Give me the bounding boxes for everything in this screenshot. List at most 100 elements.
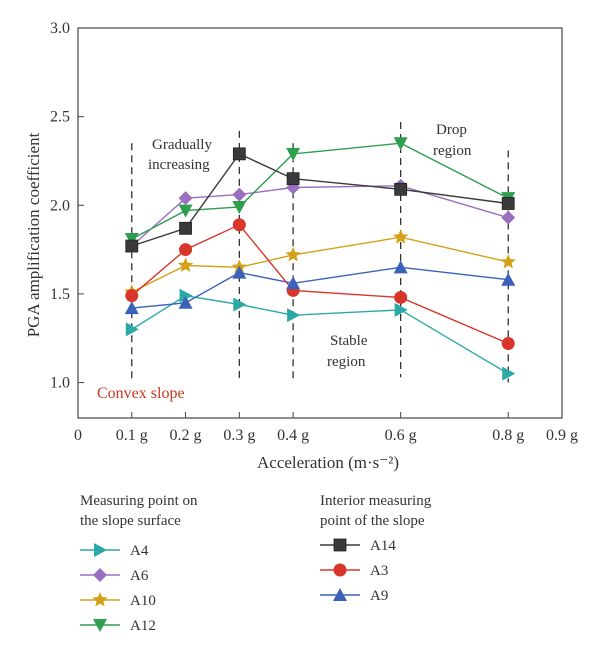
x-tick-label: 0.6 g <box>385 427 417 444</box>
data-point-a4 <box>502 366 516 381</box>
annotation-region-stable: region <box>327 354 366 370</box>
series-line-a12 <box>131 142 509 240</box>
data-point-a6 <box>232 187 247 202</box>
x-tick-label: 0.4 g <box>277 427 309 444</box>
data-point-a6 <box>501 210 516 225</box>
x-axis-title: Acceleration (m·s⁻²) <box>257 453 399 472</box>
x-tick-label: 0.9 g <box>546 427 578 444</box>
data-point-a9 <box>232 265 247 279</box>
legend-label: A6 <box>130 568 149 584</box>
data-point-a4 <box>394 302 408 317</box>
y-tick-label: 2.0 <box>50 197 70 214</box>
legend-marker <box>92 592 108 607</box>
data-point-a12 <box>232 201 247 215</box>
data-point-a3 <box>232 218 246 232</box>
legend-label: A3 <box>370 563 388 579</box>
series-line-a3 <box>131 223 509 345</box>
y-axis-title: PGA amplification coefficient <box>24 132 43 337</box>
data-point-a3 <box>501 337 515 351</box>
series-a3 <box>125 218 515 351</box>
series-a12 <box>124 137 516 246</box>
legend-item-a9: A9 <box>320 588 388 604</box>
data-point-a4 <box>287 308 301 323</box>
series-a14 <box>125 147 515 253</box>
legend-label: A10 <box>130 593 156 609</box>
data-point-a3 <box>179 243 193 257</box>
legend-label: A12 <box>130 618 156 634</box>
data-point-a10 <box>177 257 194 273</box>
legend-item-a3: A3 <box>320 563 388 579</box>
x-tick-label: 0.2 g <box>170 427 202 444</box>
legend-item-a12: A12 <box>80 618 156 634</box>
legend-marker <box>333 588 347 601</box>
y-tick-label: 1.5 <box>50 286 70 303</box>
data-point-a10 <box>285 246 301 262</box>
data-point-a14 <box>232 147 246 161</box>
annotation-increasing: increasing <box>148 157 210 173</box>
legend-label: A9 <box>370 588 388 604</box>
data-point-a14 <box>125 239 139 253</box>
data-point-a10 <box>500 254 516 269</box>
data-point-a3 <box>125 289 139 303</box>
series-a10 <box>124 229 516 299</box>
x-tick-label: 0.1 g <box>116 427 148 444</box>
data-point-a4 <box>233 297 247 312</box>
data-point-a9 <box>393 260 408 274</box>
legend-items: A4 A6 A10 A12 A14 A3 A9 <box>80 538 396 634</box>
y-tick-label: 1.0 <box>50 375 70 392</box>
data-point-a12 <box>393 137 408 151</box>
data-point-a10 <box>393 229 409 244</box>
annotation-stable: Stable <box>330 333 368 349</box>
series-line-a14 <box>131 153 509 247</box>
data-point-a9 <box>178 295 193 309</box>
data-point-a14 <box>394 182 408 196</box>
data-point-a4 <box>179 288 193 303</box>
panel-label: Convex slope <box>97 385 185 402</box>
data-point-a12 <box>124 232 139 246</box>
legend-title-interior-2: point of the slope <box>320 513 425 529</box>
y-tick-label: 3.0 <box>50 20 70 37</box>
series-line-a9 <box>131 266 509 309</box>
data-point-a4 <box>125 322 139 337</box>
data-point-a9 <box>124 301 139 315</box>
plot-border <box>77 27 563 419</box>
legend-item-a14: A14 <box>320 538 396 554</box>
data-point-a12 <box>178 204 193 218</box>
data-point-a9 <box>501 272 516 286</box>
y-tick-label: 2.5 <box>50 109 70 126</box>
legend-item-a10: A10 <box>80 592 156 609</box>
data-point-a12 <box>286 147 301 161</box>
series-layer <box>124 137 516 381</box>
legend-item-a4: A4 <box>80 543 149 559</box>
legend-marker <box>93 568 107 582</box>
series-a6 <box>124 178 516 254</box>
legend-title-surface-2: the slope surface <box>80 513 181 529</box>
axis-ticks: 1.0 1.5 2.0 2.5 3.0 0 0.1 g 0.2 g 0.3 g 0.4 g 0.6 … <box>50 20 578 444</box>
legend-marker <box>333 538 347 552</box>
data-point-a9 <box>286 276 301 290</box>
plot-frame <box>77 27 563 419</box>
legend-label: A4 <box>130 543 149 559</box>
data-point-a14 <box>286 172 300 186</box>
annotation-gradually: Gradually <box>152 137 212 153</box>
data-point-a6 <box>178 191 193 206</box>
series-a9 <box>124 260 516 315</box>
legend: Measuring point on the slope surface Int… <box>80 493 432 634</box>
annotation-region-drop: region <box>433 143 472 159</box>
legend-marker <box>94 543 107 557</box>
data-point-a14 <box>179 221 192 235</box>
legend-title-surface-1: Measuring point on <box>80 493 198 509</box>
data-point-a14 <box>501 197 515 210</box>
series-line-a4 <box>131 294 509 375</box>
legend-marker <box>333 563 347 577</box>
series-a4 <box>125 288 516 381</box>
data-point-a3 <box>394 290 408 304</box>
series-line-a10 <box>131 236 509 293</box>
legend-title-interior-1: Interior measuring <box>320 493 432 509</box>
annotation-drop: Drop <box>436 122 467 138</box>
legend-item-a6: A6 <box>80 568 149 584</box>
legend-label: A14 <box>370 538 396 554</box>
x-tick-label: 0 <box>74 427 82 444</box>
legend-marker <box>93 619 107 632</box>
